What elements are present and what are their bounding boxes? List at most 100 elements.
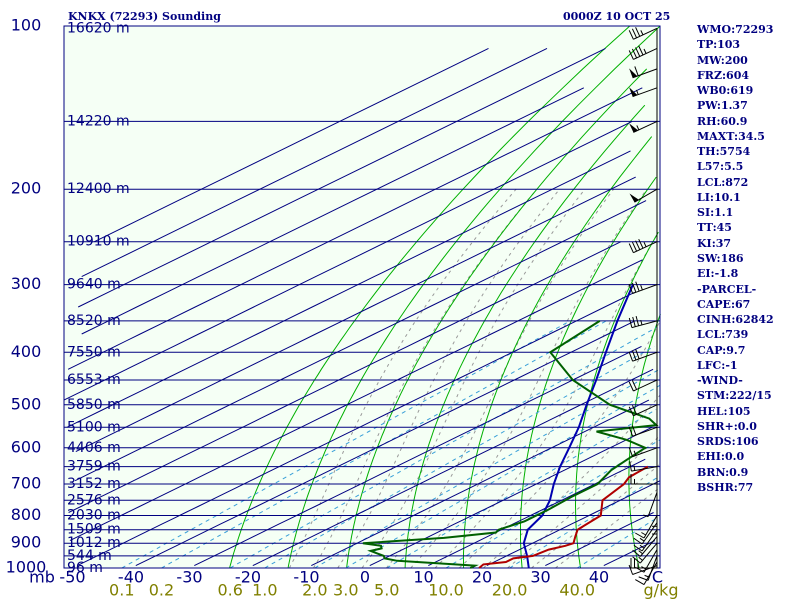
- barb-shaft: [632, 351, 658, 362]
- barb-full: [628, 564, 634, 575]
- stat-line: BRN:0.9: [697, 465, 749, 479]
- barb-half: [638, 556, 643, 561]
- moist-adiabat-line: [483, 394, 661, 569]
- barb-half: [644, 574, 650, 578]
- barb-full: [631, 380, 638, 390]
- stat-line: EHI:0.0: [697, 450, 745, 464]
- moist-adiabat-line: [288, 188, 517, 569]
- pressure-tick-label: 100: [11, 16, 42, 35]
- stat-line: MAXT:34.5: [697, 129, 765, 143]
- moist-adiabat-line: [361, 188, 586, 569]
- temperature-tick-labels: mb -50 -40 -30 -20 -10 0 10 20 30 40 C: [29, 568, 663, 587]
- stat-line: WMO:72293: [697, 23, 774, 36]
- stat-line: LFC:-1: [697, 358, 738, 372]
- pressure-tick-label: 700: [11, 474, 42, 493]
- height-label: 9640 m: [67, 277, 121, 293]
- barb-shaft: [632, 447, 658, 458]
- stat-line: SHR+:0.0: [697, 419, 757, 433]
- temperature-trace: [478, 465, 649, 569]
- barb-shaft: [631, 466, 658, 472]
- barb-full: [635, 579, 645, 586]
- isotherm-line: [194, 345, 642, 567]
- stat-line: SRDS:106: [697, 435, 759, 449]
- stat-line: TT:45: [697, 221, 732, 235]
- isotherm-line: [369, 426, 653, 567]
- pressure-tick-label: 600: [11, 437, 42, 456]
- height-label: 2576 m: [67, 492, 121, 508]
- barb-full: [635, 281, 640, 292]
- stat-line: PW:1.37: [697, 99, 748, 113]
- mixing-ratio-label: 40.0: [559, 581, 595, 600]
- height-label: 4406 m: [67, 440, 121, 456]
- height-label: 14220 m: [67, 113, 130, 129]
- stat-line: LCL:872: [697, 175, 749, 189]
- barb-half: [643, 48, 647, 54]
- barb-full: [631, 241, 638, 252]
- stats-panel: WMO:72293 TP:103 MW:200 FRZ:604 WB0:619 PW:1.…: [697, 22, 797, 495]
- barb-half: [636, 89, 639, 95]
- temperature-tick-label: 10: [413, 568, 433, 587]
- stat-line: CINH:62842: [697, 313, 774, 327]
- barb-full: [628, 317, 633, 328]
- moist-adiabat-line: [386, 188, 615, 569]
- plot-background: [64, 26, 660, 568]
- barb-half: [638, 550, 643, 555]
- barb-shaft: [632, 426, 658, 437]
- barb-full: [632, 316, 636, 327]
- barb-full: [628, 351, 634, 362]
- barb-half: [640, 285, 643, 291]
- chart-title: KNKX (72293) Sounding: [68, 10, 221, 23]
- stat-line: TH:5754: [697, 145, 751, 159]
- pressure-tick-label: 1000: [6, 558, 47, 577]
- barb-shaft: [647, 492, 658, 517]
- height-label: 96 m: [67, 560, 103, 576]
- barb-full: [632, 549, 641, 557]
- isotherm-line: [135, 320, 636, 567]
- barb-full: [629, 461, 632, 472]
- height-label: 544 m: [67, 548, 112, 564]
- barb-shaft: [634, 188, 658, 203]
- mixing-ratio-label: 0.2: [149, 581, 174, 600]
- barb-flag: [629, 193, 639, 203]
- height-labels: 16620 m 14220 m 12400 m 10910 m 9640 m 8520 m…: [67, 20, 130, 576]
- pressure-tick-labels: 100 200 300 400 500 600 700 800 900 1000: [6, 16, 47, 577]
- height-label: 12400 m: [67, 181, 130, 197]
- isotherm-line: [252, 368, 654, 567]
- isotherm-line: [66, 150, 631, 428]
- barb-full: [628, 283, 634, 294]
- barb-shaft: [643, 515, 658, 539]
- mixing-ratio-line: [161, 320, 607, 569]
- temperature-tick-label: -20: [235, 568, 261, 587]
- stat-line: SI:1.1: [697, 206, 734, 220]
- barb-full: [628, 243, 634, 253]
- parcel-line: [522, 284, 634, 569]
- barb-full: [628, 406, 634, 417]
- barb-full: [635, 240, 641, 250]
- barb-half: [633, 450, 637, 456]
- barb-full: [635, 566, 645, 573]
- barb-full: [635, 532, 645, 539]
- stat-line: FRZ:604: [697, 68, 750, 82]
- pressure-tick-label: 500: [11, 394, 42, 413]
- stat-line: KI:37: [697, 236, 732, 250]
- stat-line: L57:5.5: [697, 160, 744, 174]
- barb-full: [634, 66, 639, 76]
- moist-adiabat-line: [410, 188, 648, 569]
- mixing-ratio-label: 5.0: [374, 581, 399, 600]
- mixing-ratio-line: [386, 409, 657, 569]
- wind-barbs: [628, 27, 658, 586]
- height-label: 1509 m: [67, 522, 121, 538]
- barb-full: [638, 45, 644, 56]
- stat-line: LI:10.1: [697, 190, 741, 204]
- mixing-ratio-line: [445, 439, 661, 569]
- isobars: [63, 25, 661, 569]
- barb-flag: [629, 87, 638, 97]
- height-label: 2030 m: [67, 507, 121, 523]
- stat-line: TP:103: [697, 38, 741, 52]
- corner-label: mb: [29, 568, 55, 587]
- isotherm-line: [545, 512, 654, 567]
- barb-half: [640, 30, 644, 36]
- barb-shaft: [633, 241, 658, 254]
- barb-full: [632, 556, 641, 564]
- stat-line: EI:-1.8: [697, 267, 739, 281]
